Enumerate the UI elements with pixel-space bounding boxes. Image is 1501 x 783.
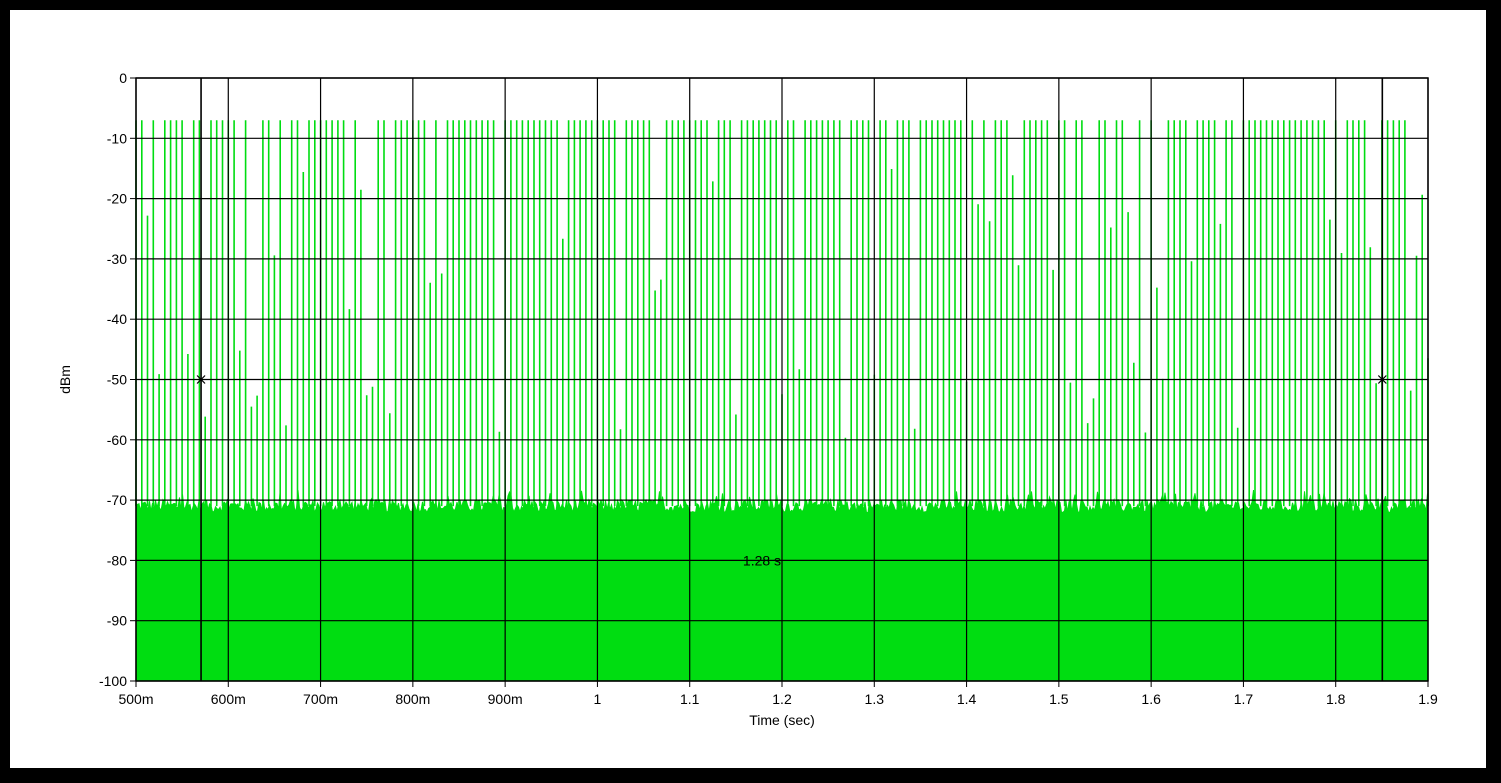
x-tick-label: 1.6: [1141, 691, 1161, 707]
cursor-marker[interactable]: [196, 375, 206, 384]
x-tick-label: 1.4: [957, 691, 977, 707]
annotations: 1.28 s: [743, 552, 781, 568]
y-axis-label: dBm: [57, 365, 73, 394]
cursor-marker[interactable]: [1377, 375, 1387, 384]
chart: 0 -10 -20 -30 -40 -50 -60 -70 -80 -90 -100 500m 600…: [57, 70, 1438, 728]
x-axis-label: Time (sec): [749, 712, 815, 728]
x-tick-label: 1.3: [865, 691, 885, 707]
y-tick-label: -80: [107, 552, 127, 568]
interval-annotation: 1.28 s: [743, 552, 781, 568]
x-tick-label: 900m: [488, 691, 523, 707]
x-tick-label: 1.2: [772, 691, 792, 707]
x-tick-label: 1.1: [680, 691, 700, 707]
cursors: [196, 78, 1387, 681]
x-axis-ticks: 500m 600m 700m 800m 900m 1 1.1 1.2 1.3 1.4 1.5 1.6 1…: [118, 681, 1438, 707]
y-tick-label: -40: [107, 311, 127, 327]
y-tick-label: -50: [107, 372, 127, 388]
y-tick-label: -100: [99, 673, 127, 689]
y-tick-label: -90: [107, 613, 127, 629]
y-tick-label: -70: [107, 492, 127, 508]
y-tick-label: -30: [107, 251, 127, 267]
x-tick-label: 500m: [118, 691, 153, 707]
x-tick-label: 800m: [395, 691, 430, 707]
chart-panel: 0 -10 -20 -30 -40 -50 -60 -70 -80 -90 -100 500m 600…: [8, 8, 1488, 770]
y-tick-label: 0: [119, 70, 127, 86]
x-tick-label: 1.5: [1049, 691, 1069, 707]
x-tick-label: 700m: [303, 691, 338, 707]
y-axis-ticks: 0 -10 -20 -30 -40 -50 -60 -70 -80 -90 -100: [99, 70, 136, 689]
y-tick-label: -20: [107, 191, 127, 207]
y-tick-label: -60: [107, 432, 127, 448]
x-tick-label: 1: [594, 691, 602, 707]
x-tick-label: 1.7: [1234, 691, 1254, 707]
x-tick-label: 1.8: [1326, 691, 1346, 707]
x-tick-label: 1.9: [1418, 691, 1438, 707]
x-tick-label: 600m: [211, 691, 246, 707]
y-tick-label: -10: [107, 130, 127, 146]
